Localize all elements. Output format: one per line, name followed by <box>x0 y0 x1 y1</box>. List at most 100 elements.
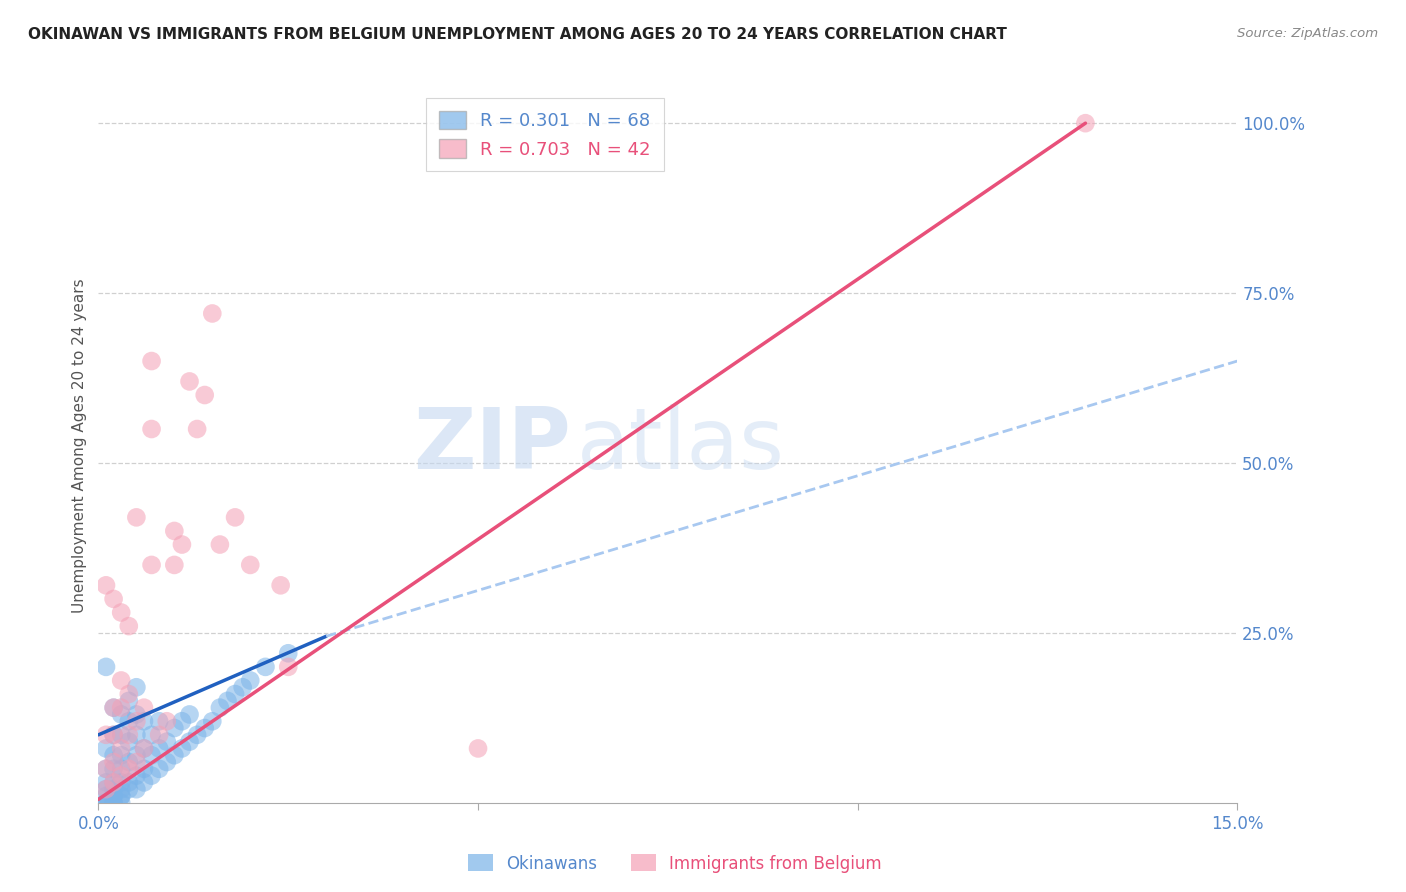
Point <box>103 700 125 714</box>
Point <box>179 707 201 722</box>
Point <box>201 714 224 729</box>
Legend: R = 0.301   N = 68, R = 0.703   N = 42: R = 0.301 N = 68, R = 0.703 N = 42 <box>426 98 664 171</box>
Point <box>141 769 163 783</box>
Point <box>103 700 125 714</box>
Point <box>224 687 246 701</box>
Point <box>277 660 299 674</box>
Point <box>118 775 141 789</box>
Point <box>208 537 231 551</box>
Point <box>110 606 132 620</box>
Point <box>170 714 193 729</box>
Point <box>148 741 170 756</box>
Point <box>163 748 186 763</box>
Point <box>110 782 132 797</box>
Point <box>170 741 193 756</box>
Point <box>103 748 125 763</box>
Point <box>186 728 208 742</box>
Point <box>103 591 125 606</box>
Y-axis label: Unemployment Among Ages 20 to 24 years: Unemployment Among Ages 20 to 24 years <box>72 278 87 614</box>
Point <box>194 721 217 735</box>
Point <box>132 775 155 789</box>
Point <box>163 524 186 538</box>
Point <box>103 789 125 803</box>
Point <box>125 510 148 524</box>
Point <box>467 741 489 756</box>
Point <box>118 687 141 701</box>
Point <box>132 714 155 729</box>
Point <box>232 680 254 694</box>
Point <box>186 422 208 436</box>
Point <box>156 755 179 769</box>
Point <box>277 646 299 660</box>
Point <box>141 354 163 368</box>
Point <box>103 782 125 797</box>
Point <box>103 796 125 810</box>
Point <box>103 789 125 803</box>
Point <box>94 796 117 810</box>
Point <box>94 728 117 742</box>
Point <box>94 796 117 810</box>
Point <box>94 782 117 797</box>
Point <box>132 762 155 776</box>
Point <box>224 510 246 524</box>
Point <box>125 680 148 694</box>
Point <box>201 306 224 320</box>
Point <box>110 789 132 803</box>
Point <box>110 789 132 803</box>
Point <box>118 734 141 748</box>
Point <box>125 782 148 797</box>
Point <box>156 714 179 729</box>
Point <box>163 721 186 735</box>
Text: ZIP: ZIP <box>413 404 571 488</box>
Point <box>132 700 155 714</box>
Text: OKINAWAN VS IMMIGRANTS FROM BELGIUM UNEMPLOYMENT AMONG AGES 20 TO 24 YEARS CORRE: OKINAWAN VS IMMIGRANTS FROM BELGIUM UNEM… <box>28 27 1007 42</box>
Point <box>141 728 163 742</box>
Point <box>118 728 141 742</box>
Point <box>94 762 117 776</box>
Point <box>110 775 132 789</box>
Point <box>110 700 132 714</box>
Point <box>141 422 163 436</box>
Point <box>118 694 141 708</box>
Point <box>125 748 148 763</box>
Point <box>94 782 117 797</box>
Point <box>110 673 132 688</box>
Legend: Okinawans, Immigrants from Belgium: Okinawans, Immigrants from Belgium <box>461 847 889 880</box>
Point <box>103 762 125 776</box>
Point <box>103 755 125 769</box>
Point <box>110 769 132 783</box>
Point <box>118 619 141 633</box>
Point <box>94 741 117 756</box>
Point <box>118 714 141 729</box>
Point <box>103 728 125 742</box>
Point <box>239 558 262 572</box>
Point <box>254 660 277 674</box>
Point <box>132 741 155 756</box>
Point <box>156 734 179 748</box>
Point <box>148 728 170 742</box>
Point <box>110 762 132 776</box>
Point <box>270 578 292 592</box>
Point <box>118 782 141 797</box>
Point <box>141 748 163 763</box>
Point <box>179 734 201 748</box>
Text: Source: ZipAtlas.com: Source: ZipAtlas.com <box>1237 27 1378 40</box>
Point <box>118 755 141 769</box>
Point <box>110 796 132 810</box>
Point <box>170 537 193 551</box>
Point <box>148 714 170 729</box>
Point <box>148 762 170 776</box>
Point <box>94 578 117 592</box>
Point <box>194 388 217 402</box>
Point <box>125 714 148 729</box>
Text: atlas: atlas <box>576 404 785 488</box>
Point <box>163 558 186 572</box>
Point <box>208 700 231 714</box>
Point <box>103 796 125 810</box>
Point <box>110 728 132 742</box>
Point <box>118 762 141 776</box>
Point <box>94 789 117 803</box>
Point <box>217 694 239 708</box>
Point <box>179 375 201 389</box>
Point <box>132 741 155 756</box>
